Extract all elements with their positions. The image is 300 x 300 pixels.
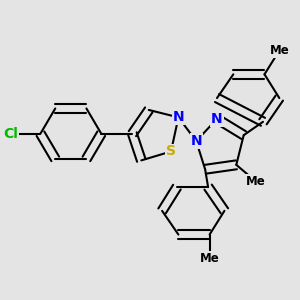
Text: N: N	[211, 112, 223, 126]
Text: Cl: Cl	[3, 127, 18, 141]
Text: Me: Me	[269, 44, 289, 57]
Text: N: N	[190, 134, 202, 148]
Text: Me: Me	[200, 252, 220, 265]
Text: N: N	[172, 110, 184, 124]
Text: S: S	[166, 145, 176, 158]
Text: Me: Me	[246, 175, 266, 188]
